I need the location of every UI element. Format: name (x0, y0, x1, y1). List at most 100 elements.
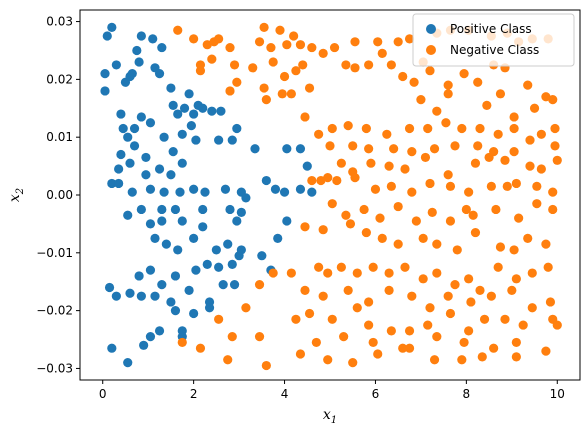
data-point-negative-class (393, 37, 403, 47)
data-point-negative-class (443, 80, 453, 90)
data-point-negative-class (418, 274, 428, 284)
data-point-positive-class (177, 129, 187, 139)
data-point-negative-class (536, 164, 546, 174)
data-point-negative-class (289, 31, 299, 41)
data-point-negative-class (511, 337, 521, 348)
data-point-negative-class (452, 245, 462, 255)
data-point-positive-class (220, 184, 231, 194)
data-point-positive-class (145, 265, 156, 275)
data-point-negative-class (377, 48, 387, 58)
y-tick-label: −0.03 (36, 361, 73, 375)
y-tick-label: 0.00 (46, 188, 73, 202)
data-point-positive-class (161, 239, 171, 249)
legend-marker-negative-class (426, 45, 436, 55)
legend-marker-positive-class (426, 24, 436, 34)
data-point-negative-class (464, 326, 474, 336)
data-point-positive-class (250, 144, 260, 154)
data-point-positive-class (204, 303, 215, 313)
data-point-negative-class (352, 303, 362, 313)
data-point-negative-class (425, 303, 435, 313)
data-point-positive-class (216, 106, 226, 116)
data-point-negative-class (495, 242, 506, 252)
data-point-negative-class (527, 268, 537, 278)
data-point-negative-class (393, 239, 403, 249)
data-point-negative-class (509, 123, 519, 134)
data-point-negative-class (225, 86, 235, 96)
data-point-positive-class (141, 152, 151, 163)
data-point-negative-class (445, 181, 456, 191)
data-point-negative-class (511, 352, 521, 362)
data-point-positive-class (191, 265, 201, 275)
data-point-positive-class (100, 86, 110, 96)
data-point-negative-class (404, 343, 415, 353)
data-point-positive-class (227, 259, 237, 269)
data-point-negative-class (445, 216, 456, 226)
data-point-positive-class (116, 149, 126, 160)
x-tick-label: 6 (372, 387, 380, 401)
y-tick-label: 0.01 (46, 130, 73, 144)
y-tick-label: 0.02 (46, 72, 73, 86)
data-point-negative-class (311, 337, 321, 348)
data-point-positive-class (189, 109, 199, 119)
data-point-negative-class (261, 95, 271, 105)
data-point-negative-class (429, 144, 440, 154)
data-point-positive-class (157, 204, 167, 215)
data-point-positive-class (229, 280, 240, 290)
y-axis-label-main: x (7, 194, 23, 202)
data-point-negative-class (466, 297, 476, 307)
data-point-negative-class (343, 121, 353, 131)
data-point-negative-class (291, 66, 301, 76)
data-point-positive-class (145, 184, 156, 194)
legend: Positive Class Negative Class (412, 13, 575, 67)
data-point-positive-class (154, 164, 165, 174)
data-point-negative-class (468, 210, 478, 220)
data-point-negative-class (457, 123, 467, 134)
data-point-negative-class (386, 60, 396, 70)
data-point-negative-class (361, 227, 371, 238)
data-point-negative-class (514, 213, 524, 223)
data-point-negative-class (341, 210, 351, 220)
data-point-negative-class (493, 129, 503, 139)
data-point-negative-class (404, 326, 415, 336)
data-point-negative-class (364, 60, 374, 70)
data-point-positive-class (100, 68, 110, 79)
data-point-positive-class (295, 144, 306, 154)
data-point-positive-class (166, 297, 176, 307)
data-point-negative-class (404, 123, 415, 134)
data-point-positive-class (118, 123, 128, 134)
data-point-positive-class (136, 204, 146, 215)
data-point-negative-class (318, 48, 328, 58)
data-point-negative-class (482, 100, 492, 110)
data-point-negative-class (407, 291, 417, 301)
data-point-positive-class (157, 42, 167, 53)
data-point-positive-class (111, 291, 121, 301)
data-point-negative-class (361, 123, 371, 134)
data-point-positive-class (139, 340, 149, 350)
data-point-negative-class (339, 332, 349, 342)
data-point-positive-class (127, 187, 137, 197)
data-point-positive-class (129, 123, 140, 134)
data-point-negative-class (536, 129, 546, 139)
data-point-negative-class (364, 320, 374, 330)
data-point-negative-class (525, 161, 535, 171)
data-point-negative-class (318, 291, 328, 301)
data-point-negative-class (373, 37, 383, 47)
data-point-negative-class (307, 175, 317, 186)
data-point-negative-class (282, 40, 292, 50)
data-point-negative-class (241, 303, 251, 313)
data-point-negative-class (432, 106, 442, 116)
data-point-positive-class (132, 45, 142, 56)
data-point-positive-class (189, 184, 199, 194)
legend-label-negative-class: Negative Class (450, 43, 539, 57)
x-axis-ticks: 0 2 4 6 8 10 (99, 380, 565, 401)
data-point-negative-class (457, 355, 467, 365)
data-point-negative-class (484, 152, 494, 163)
data-point-negative-class (509, 112, 519, 122)
data-point-negative-class (548, 95, 558, 105)
data-point-negative-class (323, 173, 333, 183)
data-point-positive-class (189, 308, 199, 319)
data-point-negative-class (291, 314, 301, 324)
data-point-negative-class (541, 239, 551, 249)
data-point-positive-class (184, 89, 194, 99)
data-point-negative-class (459, 68, 469, 79)
